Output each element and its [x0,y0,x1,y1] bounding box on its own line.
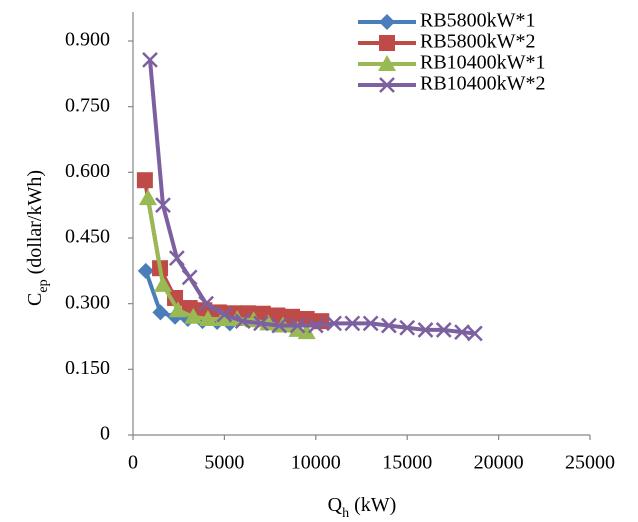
x-tick-label: 10000 [291,452,341,474]
x-axis-label: Qh (kW) [328,494,397,521]
x-tick-label: 15000 [382,452,432,474]
data-point [184,307,203,324]
data-point [155,197,171,214]
y-tick-label: 0.300 [65,291,110,313]
y-tick-label: 0.750 [65,94,110,116]
x-tick-label: 5000 [204,452,244,474]
data-point [284,308,301,325]
x-tick-label: 20000 [474,452,524,474]
data-point [271,317,288,334]
x-axis-label-part: h [342,506,349,521]
data-point [466,325,483,342]
y-tick-label: 0.450 [65,226,110,248]
data-point [168,250,185,267]
data-point [168,301,187,318]
x-axis-label-part: Q [328,494,343,516]
series-line [148,59,476,336]
legend-label: RB5800kW*1 [420,10,536,32]
data-point [137,262,154,279]
data-point [307,317,324,334]
data-point [152,304,169,321]
legend-label: RB10400kW*2 [420,73,546,95]
data-point [298,310,315,327]
data-point [234,313,251,330]
data-point [142,51,158,68]
data-point [297,323,316,340]
data-point [198,309,217,326]
legend-marker [379,14,395,30]
data-point [181,269,198,286]
y-tick-label: 0 [100,423,110,445]
data-point [399,319,416,336]
y-tick-label: 0.150 [65,357,110,379]
y-axis-label: Cep (dollar/kWh) [24,170,51,306]
legend-marker [379,77,395,93]
legend-label: RB5800kW*2 [420,31,536,53]
data-point [435,322,452,338]
data-point [136,172,153,189]
legend-marker [378,55,396,71]
y-axis-label-part: C [24,293,46,306]
data-point [417,322,434,338]
x-axis-label-part: (kW) [349,494,396,516]
data-point [253,315,269,332]
data-point [326,315,342,332]
legend-label: RB10400kW*1 [420,52,546,74]
data-point [454,324,470,341]
legend-marker [379,35,395,51]
y-tick-label: 0.900 [65,29,110,51]
x-tick-label: 0 [128,452,138,474]
y-axis-label-part: (dollar/kWh) [24,170,46,279]
y-axis-label-part: ep [36,279,51,292]
data-point [344,315,361,332]
data-point [216,306,233,323]
data-point [138,189,157,206]
y-tick-label: 0.600 [65,160,110,182]
data-point [153,275,172,292]
data-point [289,317,306,334]
data-point [198,295,215,312]
data-point [381,317,397,334]
x-tick-label: 25000 [565,452,615,474]
data-point [362,315,379,332]
